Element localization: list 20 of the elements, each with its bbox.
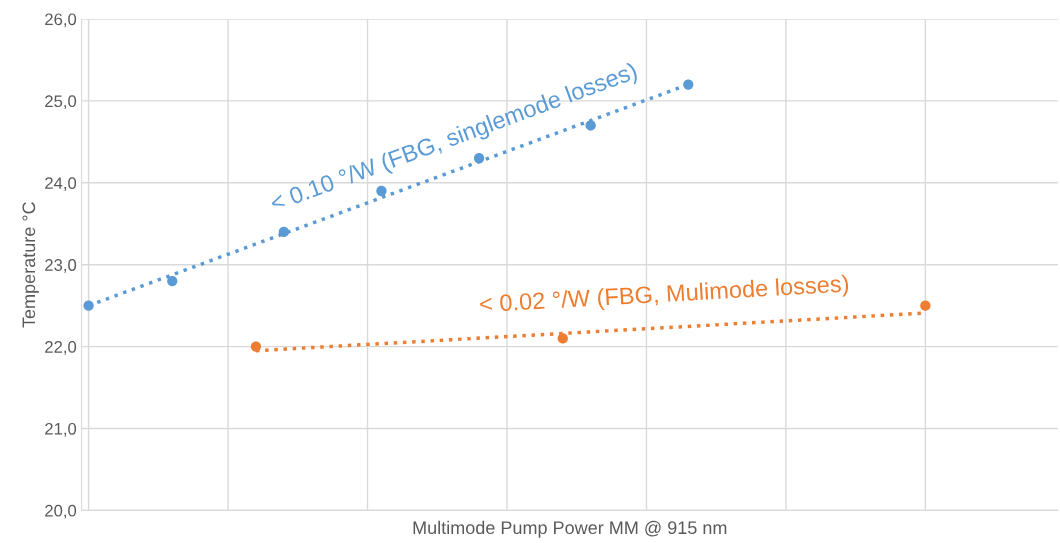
point: [585, 120, 596, 131]
x-axis-title: Multimode Pump Power MM @ 915 nm: [413, 520, 727, 538]
point: [557, 333, 568, 344]
point: [376, 185, 387, 197]
point: [250, 341, 262, 352]
y-tick-label: 21,0: [45, 422, 77, 437]
y-tick-label: 24,0: [45, 177, 77, 191]
point: [920, 300, 931, 311]
point: [473, 153, 485, 164]
y-tick-label: 25,0: [45, 95, 77, 110]
point: [83, 300, 94, 311]
y-tick-label: 20,0: [45, 504, 77, 519]
point: [167, 275, 178, 287]
point: [683, 79, 694, 90]
y-tick-label: 23,0: [45, 259, 77, 273]
annotation: < 0.02 °/W (FBG, Mulimode losses): [479, 274, 849, 318]
y-tick-label: 26,0: [45, 13, 77, 28]
point: [278, 226, 289, 238]
y-tick-label: 22,0: [45, 341, 77, 355]
y-axis-title: Temperature °C: [22, 202, 39, 328]
